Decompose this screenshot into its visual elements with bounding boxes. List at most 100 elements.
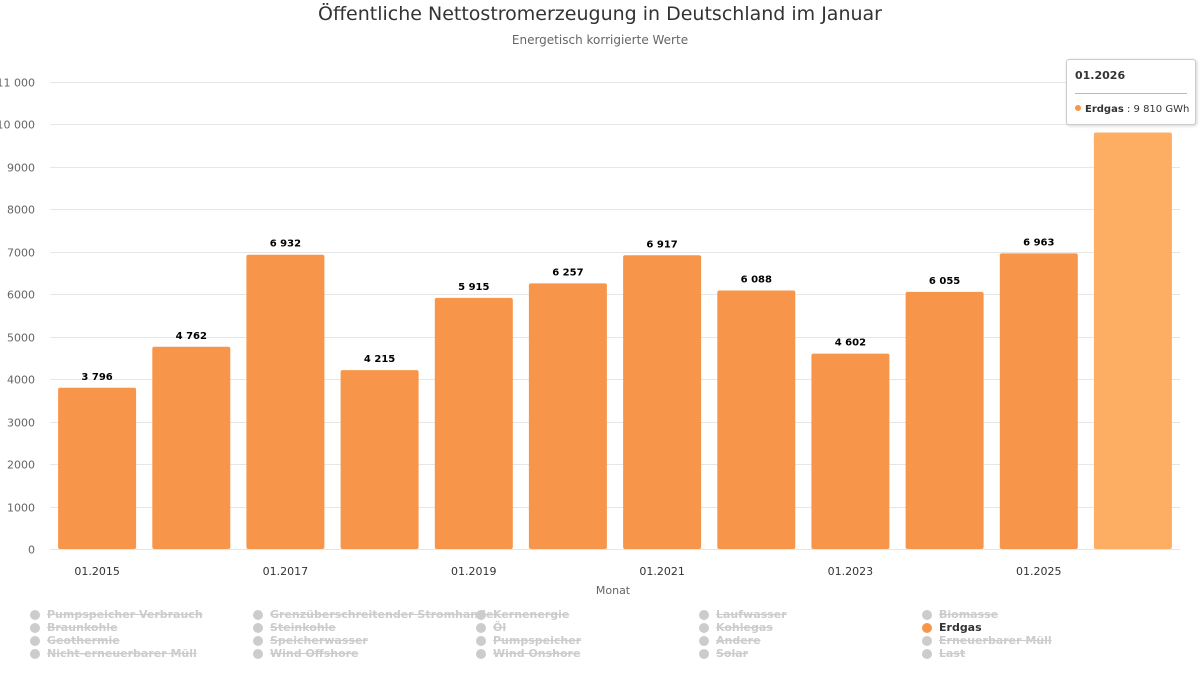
bar-01.2025[interactable] <box>999 253 1078 549</box>
y-tick-label: 5000 <box>7 332 35 345</box>
tooltip-separator: : <box>1126 104 1131 115</box>
data-label: 6 963 <box>1023 237 1054 248</box>
legend-label: Wind Offshore <box>270 647 359 660</box>
y-tick-label: 10 000 <box>0 119 35 132</box>
bar-01.2016[interactable] <box>152 346 231 549</box>
gridlines <box>50 82 1180 550</box>
legend-dot-icon <box>253 609 263 620</box>
legend-dot-icon <box>699 622 709 633</box>
legend-item-pumpspeicher-verbrauch[interactable]: Pumpspeicher Verbrauch <box>30 608 253 621</box>
legend-item-speicherwasser[interactable]: Speicherwasser <box>253 634 476 647</box>
legend-dot-icon <box>30 635 40 646</box>
legend-dot-icon <box>922 635 932 646</box>
legend-item-erneuerbarer-müll[interactable]: Erneuerbarer Müll <box>922 634 1145 647</box>
legend-label: Solar <box>716 647 749 660</box>
legend-item-geothermie[interactable]: Geothermie <box>30 634 253 647</box>
legend-item-andere[interactable]: Andere <box>699 634 922 647</box>
y-tick-label: 4000 <box>7 374 35 387</box>
chart-tooltip: 01.2026 Erdgas : 9 810 GWh <box>1066 59 1196 125</box>
legend-item-nicht-erneuerbarer-müll[interactable]: Nicht-erneuerbarer Müll <box>30 647 253 660</box>
legend-item-kernenergie[interactable]: Kernenergie <box>476 608 699 621</box>
x-tick-label: 01.2017 <box>263 565 309 578</box>
tooltip-row: Erdgas : 9 810 GWh <box>1075 104 1189 115</box>
chart-title: Öffentliche Nettostromerzeugung in Deuts… <box>318 3 882 25</box>
legend-label: Steinkohle <box>270 621 336 634</box>
data-label: 6 055 <box>929 276 960 287</box>
x-tick-label: 01.2021 <box>639 565 685 578</box>
y-tick-label: 0 <box>28 544 35 557</box>
y-tick-label: 9000 <box>7 162 35 175</box>
legend-label: Speicherwasser <box>270 634 368 647</box>
legend-item-erdgas[interactable]: Erdgas <box>922 621 1145 634</box>
legend-label: Biomasse <box>939 608 999 621</box>
legend-item-grenzüberschreitender-stromhandel[interactable]: Grenzüberschreitender Stromhandel <box>253 608 497 621</box>
legend-dot-icon <box>30 609 40 620</box>
legend-dot-icon <box>922 648 932 659</box>
bar-01.2022[interactable] <box>717 290 796 550</box>
data-label: 4 602 <box>835 338 866 349</box>
legend-dot-icon <box>699 648 709 659</box>
x-tick-label: 01.2025 <box>1016 565 1062 578</box>
bar-01.2023[interactable] <box>811 353 890 549</box>
bars <box>58 132 1172 550</box>
legend-dot-icon <box>30 648 40 659</box>
x-axis-title: Monat <box>596 584 631 597</box>
legend-label: Pumpspeicher <box>493 634 582 647</box>
legend-item-kohlegas[interactable]: Kohlegas <box>699 621 922 634</box>
legend-item-wind-offshore[interactable]: Wind Offshore <box>253 647 476 660</box>
legend-item-solar[interactable]: Solar <box>699 647 922 660</box>
x-tick-label: 01.2019 <box>451 565 497 578</box>
data-label: 6 917 <box>646 239 677 250</box>
legend-item-öl[interactable]: Öl <box>476 621 699 634</box>
bar-01.2018[interactable] <box>340 370 419 549</box>
bar-01.2017[interactable] <box>246 254 325 549</box>
legend-label: Pumpspeicher Verbrauch <box>47 608 203 621</box>
bar-01.2024[interactable] <box>905 291 984 549</box>
legend-label: Andere <box>716 634 761 647</box>
legend-label: Erneuerbarer Müll <box>939 634 1052 647</box>
legend-item-wind-onshore[interactable]: Wind Onshore <box>476 647 699 660</box>
legend-label: Erdgas <box>939 621 982 634</box>
legend-dot-icon <box>253 622 263 633</box>
legend-dot-icon <box>30 622 40 633</box>
data-label: 4 215 <box>364 354 395 365</box>
data-label: 6 932 <box>270 239 301 250</box>
x-tick-label: 01.2023 <box>828 565 874 578</box>
legend-item-last[interactable]: Last <box>922 647 1145 660</box>
legend-dot-icon <box>922 622 932 633</box>
legend-label: Braunkohle <box>47 621 118 634</box>
legend-item-laufwasser[interactable]: Laufwasser <box>699 608 922 621</box>
data-label: 5 915 <box>458 282 489 293</box>
legend-item-pumpspeicher[interactable]: Pumpspeicher <box>476 634 699 647</box>
y-tick-label: 3000 <box>7 417 35 430</box>
bar-01.2026[interactable] <box>1093 132 1172 550</box>
bar-chart: 0 1000 2000 3000 4000 5000 6000 7000 8000 9000 10 … <box>0 77 1180 597</box>
chart-legend: Pumpspeicher Verbrauch Grenzüberschreiten… <box>30 608 1190 660</box>
legend-dot-icon <box>476 648 486 659</box>
bar-01.2019[interactable] <box>434 297 513 549</box>
y-tick-label: 11 000 <box>0 77 35 90</box>
y-tick-label: 2000 <box>7 459 35 472</box>
legend-item-steinkohle[interactable]: Steinkohle <box>253 621 476 634</box>
y-tick-label: 1000 <box>7 502 35 515</box>
tooltip-value: 9 810 GWh <box>1133 104 1190 115</box>
legend-dot-icon <box>476 635 486 646</box>
bar-01.2015[interactable] <box>58 387 137 549</box>
x-tick-label: 01.2015 <box>74 565 120 578</box>
tooltip-series-dot <box>1075 105 1081 111</box>
data-label: 6 257 <box>552 267 583 278</box>
legend-label: Last <box>939 647 966 660</box>
legend-dot-icon <box>476 622 486 633</box>
y-tick-label: 8000 <box>7 204 35 217</box>
legend-dot-icon <box>253 648 263 659</box>
legend-dot-icon <box>253 635 263 646</box>
data-labels: 3 796 4 762 6 932 4 215 5 915 6 257 6 917 6 088… <box>81 237 1054 382</box>
y-tick-label: 7000 <box>7 247 35 260</box>
legend-dot-icon <box>476 609 486 620</box>
legend-item-biomasse[interactable]: Biomasse <box>922 608 1145 621</box>
data-label: 4 762 <box>176 331 207 342</box>
data-label: 3 796 <box>81 372 112 383</box>
legend-item-braunkohle[interactable]: Braunkohle <box>30 621 253 634</box>
bar-01.2020[interactable] <box>528 283 607 549</box>
bar-01.2021[interactable] <box>623 255 702 550</box>
